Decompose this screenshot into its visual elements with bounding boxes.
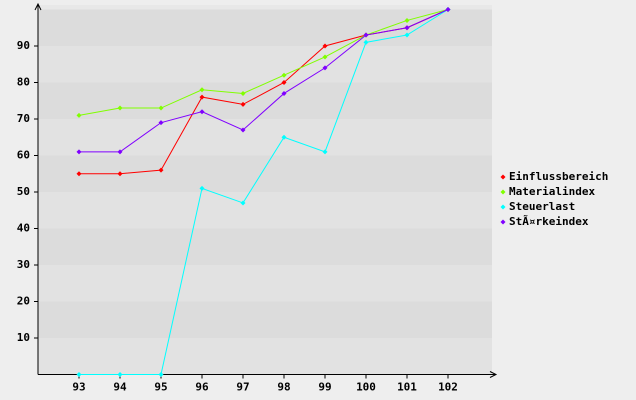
x-tick-label: 94 — [113, 381, 127, 394]
point — [240, 90, 246, 96]
point — [322, 65, 328, 71]
y-tick-label: 80 — [17, 76, 30, 89]
line — [79, 9, 449, 375]
point — [281, 72, 287, 78]
x-tick-label: 95 — [154, 381, 167, 394]
x-axis-arrow — [489, 371, 498, 378]
point — [240, 200, 246, 206]
point — [158, 105, 164, 111]
legend-marker — [500, 189, 506, 195]
x-tick-label: 102 — [438, 381, 458, 394]
legend-label: StÃ¤rkeindex — [509, 215, 589, 228]
point — [158, 372, 164, 377]
y-axis-arrow — [34, 2, 42, 11]
y-tick-label: 90 — [17, 39, 30, 52]
legend-marker — [500, 204, 506, 210]
y-tick-label: 40 — [17, 222, 30, 235]
point — [240, 101, 246, 107]
point — [76, 171, 82, 177]
x-tick-label: 101 — [397, 381, 417, 394]
grid-band — [38, 119, 492, 156]
grid-band — [38, 46, 492, 83]
x-tick-label: 97 — [236, 381, 249, 394]
line — [78, 9, 449, 116]
y-tick-label: 20 — [17, 295, 30, 308]
grid-band — [38, 338, 492, 375]
legend-label: Materialindex — [509, 185, 595, 198]
point — [322, 149, 328, 155]
point — [117, 105, 123, 111]
x-tick-label: 93 — [72, 381, 85, 394]
y-tick-label: 30 — [17, 258, 30, 271]
grid-band — [38, 9, 492, 46]
point — [281, 80, 287, 85]
y-tick-label: 10 — [17, 331, 30, 344]
grid-band — [38, 228, 492, 265]
point — [281, 90, 287, 96]
point — [445, 7, 451, 12]
point — [76, 149, 82, 155]
point — [404, 17, 410, 23]
point — [117, 171, 123, 177]
legend-label: Einflussbereich — [509, 170, 608, 183]
grid-band — [38, 301, 492, 338]
point — [117, 372, 123, 377]
grid-band — [38, 82, 492, 119]
y-tick-label: 50 — [17, 185, 30, 198]
legend-marker — [500, 219, 506, 225]
point — [199, 109, 205, 115]
grid-band — [38, 265, 492, 302]
line — [79, 9, 449, 153]
y-tick-label: 70 — [17, 112, 30, 125]
point — [240, 127, 246, 133]
grid-band — [38, 192, 492, 229]
point — [199, 87, 205, 93]
point — [199, 94, 205, 100]
point — [158, 167, 164, 173]
point — [363, 32, 369, 38]
point — [322, 54, 328, 60]
point — [76, 112, 82, 118]
x-tick-label: 99 — [318, 381, 331, 394]
point — [117, 149, 123, 155]
x-tick-label: 100 — [356, 381, 376, 394]
legend-label: Steuerlast — [509, 200, 575, 213]
x-tick-label: 98 — [277, 381, 290, 394]
point — [199, 185, 205, 191]
point — [158, 120, 164, 126]
x-tick-label: 96 — [195, 381, 209, 394]
point — [404, 25, 410, 31]
legend-marker — [500, 174, 506, 180]
y-tick-label: 60 — [17, 149, 30, 162]
point — [322, 43, 328, 49]
point — [76, 372, 82, 377]
point — [404, 32, 410, 38]
point — [281, 134, 287, 140]
point — [363, 39, 369, 45]
